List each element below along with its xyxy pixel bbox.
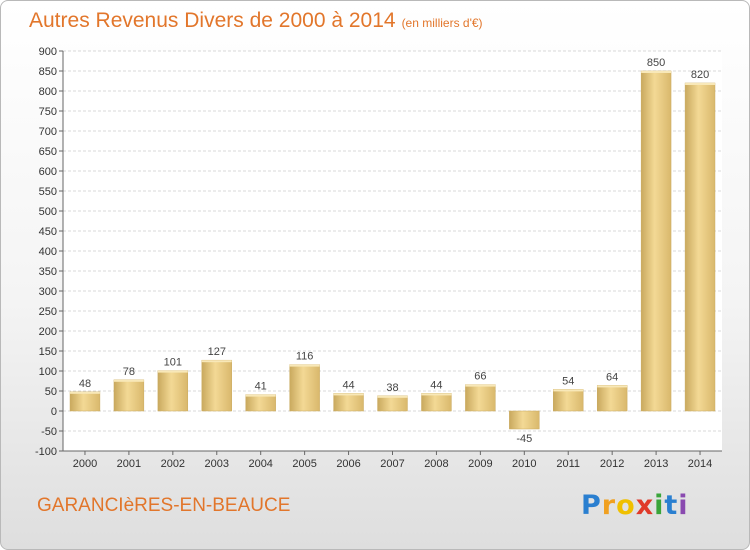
y-tick-label: 300: [39, 286, 57, 298]
x-tick-label: 2013: [644, 458, 668, 470]
y-tick-label: 800: [39, 86, 57, 98]
y-tick-label: 450: [39, 226, 57, 238]
data-label: 38: [386, 382, 398, 394]
data-label: 101: [164, 357, 182, 369]
bar: [245, 394, 276, 412]
bar-highlight: [553, 389, 584, 392]
data-label: 78: [123, 366, 135, 378]
y-tick-label: 250: [39, 306, 57, 318]
bar: [69, 391, 101, 412]
data-label: 48: [79, 378, 91, 390]
place-name: GARANCIèRES-EN-BEAUCE: [37, 495, 291, 516]
y-tick-label: 150: [39, 346, 57, 358]
y-tick-label: 600: [39, 166, 57, 178]
chart-title: Autres Revenus Divers de 2000 à 2014 (en …: [29, 9, 483, 33]
bar: [684, 82, 716, 412]
bar-highlight: [597, 385, 628, 388]
logo-letter: x: [635, 490, 655, 521]
bar: [201, 359, 232, 412]
bar-highlight: [113, 379, 144, 382]
data-label: 44: [430, 379, 442, 391]
x-tick-label: 2005: [292, 458, 316, 470]
bar: [553, 389, 584, 412]
y-tick-label: 0: [51, 406, 57, 418]
x-tick-label: 2006: [336, 458, 360, 470]
x-tick-label: 2004: [248, 458, 272, 470]
x-tick-label: 2008: [424, 458, 448, 470]
bar: [377, 395, 408, 412]
bar: [465, 384, 496, 412]
bar: [289, 364, 320, 412]
y-tick-label: -100: [35, 446, 57, 458]
data-label: 127: [208, 346, 226, 358]
bar: [157, 370, 189, 412]
x-tick-label: 2010: [512, 458, 536, 470]
x-tick-label: 2014: [688, 458, 712, 470]
y-tick-label: 400: [39, 246, 57, 258]
logo-letter: i: [654, 490, 665, 521]
bar-highlight: [245, 394, 276, 397]
y-tick-label: 350: [39, 266, 57, 278]
y-tick-label: 200: [39, 326, 57, 338]
y-tick-label: 900: [39, 46, 57, 58]
data-label: 66: [474, 371, 486, 383]
bar-highlight: [685, 83, 715, 85]
bar-highlight: [157, 370, 188, 373]
bar: [421, 393, 452, 412]
data-label: 820: [691, 69, 709, 81]
data-label: 116: [296, 351, 314, 363]
chart-title-text: Autres Revenus Divers de 2000 à 2014: [29, 9, 396, 32]
y-tick-label: 650: [39, 146, 57, 158]
bar: [113, 379, 145, 412]
bar-highlight: [289, 364, 320, 367]
logo-letter: o: [616, 490, 636, 521]
y-tick-label: 700: [39, 126, 57, 138]
logo-letter: t: [664, 490, 679, 521]
data-label: 44: [342, 379, 354, 391]
x-tick-label: 2009: [468, 458, 492, 470]
chart-subtitle: (en milliers d'€): [401, 16, 483, 30]
bar: [596, 385, 628, 412]
bar-highlight: [377, 395, 408, 398]
x-tick-label: 2011: [556, 458, 580, 470]
x-tick-label: 2012: [600, 458, 624, 470]
x-tick-label: 2002: [161, 458, 185, 470]
logo-letter: i: [678, 490, 689, 521]
x-tick-label: 2001: [117, 458, 141, 470]
y-tick-label: 100: [39, 366, 57, 378]
bar: [640, 70, 672, 412]
x-tick-label: 2003: [205, 458, 229, 470]
logo-letter: P: [581, 490, 602, 521]
data-label: 850: [647, 57, 665, 69]
y-tick-label: 750: [39, 106, 57, 118]
bar-highlight: [641, 71, 672, 73]
data-label: 64: [606, 371, 618, 383]
data-label: 41: [255, 381, 267, 393]
bar-highlight: [421, 393, 452, 396]
y-tick-label: 500: [39, 206, 57, 218]
bar-highlight: [333, 393, 364, 396]
bar: [333, 393, 364, 412]
data-label: -45: [516, 433, 532, 445]
bar: [509, 410, 540, 430]
x-tick-label: 2007: [380, 458, 404, 470]
data-label: 54: [562, 375, 574, 387]
x-tick-label: 2000: [73, 458, 97, 470]
proxiti-logo: Proxiti: [581, 490, 689, 521]
y-tick-label: 550: [39, 186, 57, 198]
y-tick-label: -50: [41, 426, 57, 438]
y-tick-label: 50: [45, 386, 57, 398]
bar-highlight: [465, 384, 496, 387]
bar-highlight: [201, 360, 232, 363]
logo-letter: r: [601, 490, 617, 521]
bar-highlight: [70, 391, 100, 394]
y-tick-label: 850: [39, 66, 57, 78]
